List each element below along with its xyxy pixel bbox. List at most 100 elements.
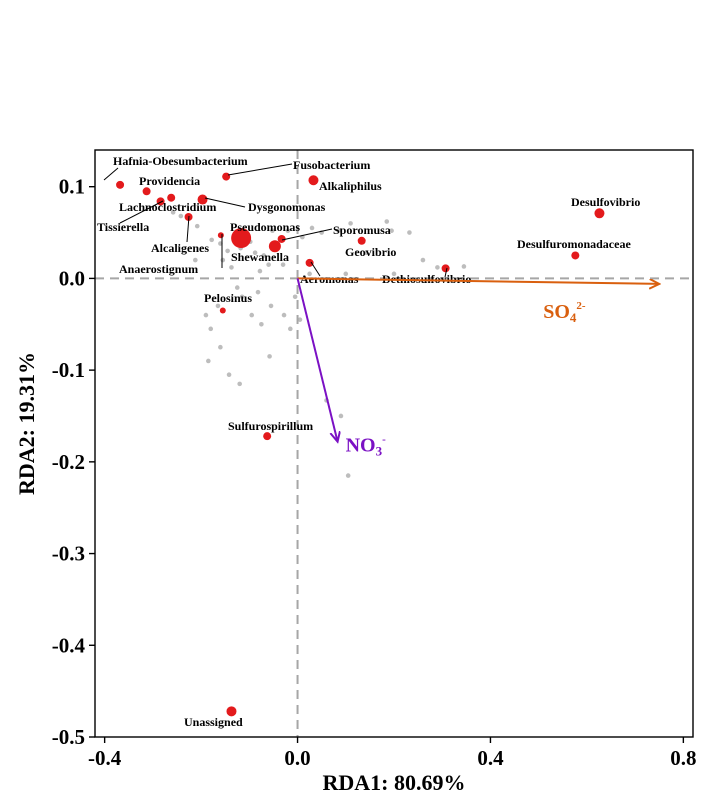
otu-point	[237, 381, 242, 387]
taxon-point	[594, 208, 605, 219]
otu-point	[343, 271, 349, 277]
y-tick-label: -0.4	[52, 633, 86, 657]
otu-point	[461, 264, 467, 269]
label-leader-line	[444, 267, 448, 278]
origin-lines	[95, 150, 693, 737]
taxon-label: Geovibrio	[345, 245, 396, 259]
environment-vectors: SO42- NO3-	[296, 277, 660, 459]
otu-point	[281, 312, 287, 318]
otu-point	[209, 237, 215, 243]
taxon-point	[217, 232, 224, 239]
taxon-label: Dethiosulfovibrio	[382, 272, 471, 286]
otu-point	[270, 228, 275, 234]
taxon-label: Alkaliphilus	[319, 179, 382, 193]
taxon-point	[263, 432, 272, 441]
otu-point	[249, 312, 255, 318]
otu-point	[266, 262, 271, 267]
taxon-label: Hafnia-Obesumbacterium	[113, 154, 248, 168]
no3-vector	[296, 278, 338, 441]
taxon-label: Desulfovibrio	[571, 195, 640, 209]
taxon-label: Sporomusa	[333, 223, 391, 237]
so4-vector	[297, 277, 660, 284]
taxon-label: Providencia	[139, 174, 200, 188]
otu-point	[234, 285, 240, 290]
axis-ticks: -0.4 0.0 0.4 0.80.10.0-0.1-0.2-0.3-0.4-0.5	[52, 175, 697, 770]
otu-point	[252, 250, 258, 256]
otu-point	[226, 372, 232, 378]
taxon-label: Anaerostignum	[119, 262, 198, 276]
otu-point	[239, 294, 245, 300]
label-leader-lines	[103, 163, 448, 278]
taxon-point	[305, 258, 314, 267]
x-tick-label: 0.4	[477, 746, 504, 770]
otu-point	[203, 312, 209, 318]
taxon-label: Shewanella	[231, 250, 289, 264]
taxon-label: Alcaligenes	[151, 241, 209, 255]
otu-point	[407, 230, 412, 235]
y-tick-label: 0.1	[59, 175, 85, 199]
label-leader-line	[204, 197, 246, 208]
taxon-label: Lachnoclostridium	[119, 200, 216, 214]
otu-point	[391, 271, 397, 277]
x-tick-label: -0.4	[88, 746, 122, 770]
otu-point	[345, 473, 351, 478]
otu-point	[307, 271, 312, 277]
otu-point	[194, 223, 200, 229]
y-tick-label: -0.2	[52, 450, 85, 474]
otu-point	[215, 303, 221, 309]
label-leader-line	[186, 215, 190, 243]
x-tick-label: 0.8	[670, 746, 696, 770]
taxon-point	[308, 175, 319, 186]
otu-point	[208, 326, 214, 332]
otu-point	[267, 354, 272, 359]
x-axis-title: RDA1: 80.69%	[323, 770, 466, 795]
taxon-point	[226, 706, 237, 717]
taxon-point	[222, 172, 231, 181]
y-tick-label: -0.1	[52, 358, 85, 382]
otu-point	[285, 228, 291, 234]
label-leader-line	[310, 261, 321, 277]
otu-point	[435, 265, 440, 270]
y-axis-title: RDA2: 19.31%	[14, 352, 39, 495]
taxon-point	[571, 251, 580, 260]
otu-point	[261, 253, 267, 258]
so4-label: SO42-	[543, 300, 586, 325]
otu-point	[218, 344, 223, 350]
label-leader-line	[103, 167, 119, 181]
taxon-label: Fusobacterium	[293, 158, 370, 172]
otu-point	[292, 294, 298, 300]
taxon-point	[167, 193, 176, 202]
otu-point	[384, 219, 390, 224]
otu-point	[193, 257, 198, 263]
plot-frame	[94, 149, 694, 738]
no3-label: NO3-	[346, 434, 387, 459]
otu-point	[420, 257, 426, 263]
otu-point	[338, 413, 344, 419]
x-tick-label: 0.0	[284, 746, 310, 770]
y-tick-label: 0.0	[59, 266, 85, 290]
taxon-label: Sulfurospirillum	[228, 419, 313, 433]
taxon-point	[268, 240, 281, 253]
taxon-label: Dysgonomonas	[248, 200, 326, 214]
otu-point	[255, 289, 261, 295]
otu-point	[178, 213, 184, 219]
otu-point	[170, 210, 176, 215]
otu-point	[206, 358, 211, 364]
taxon-label: Pelosinus	[204, 291, 252, 305]
otu-point	[280, 262, 286, 267]
taxa-points	[116, 172, 605, 717]
taxon-point	[116, 180, 125, 189]
otu-point	[336, 228, 341, 234]
otu-point	[225, 248, 230, 254]
taxon-label: Pseudomonas	[230, 220, 300, 234]
taxon-point	[219, 307, 226, 314]
taxon-point	[357, 236, 366, 245]
otu-point	[309, 225, 315, 231]
label-leader-line	[281, 228, 333, 241]
taxon-point	[441, 264, 450, 273]
otu-point	[257, 268, 263, 274]
taxon-point	[277, 234, 286, 243]
otu-points	[170, 210, 467, 478]
taxon-point	[197, 194, 208, 205]
